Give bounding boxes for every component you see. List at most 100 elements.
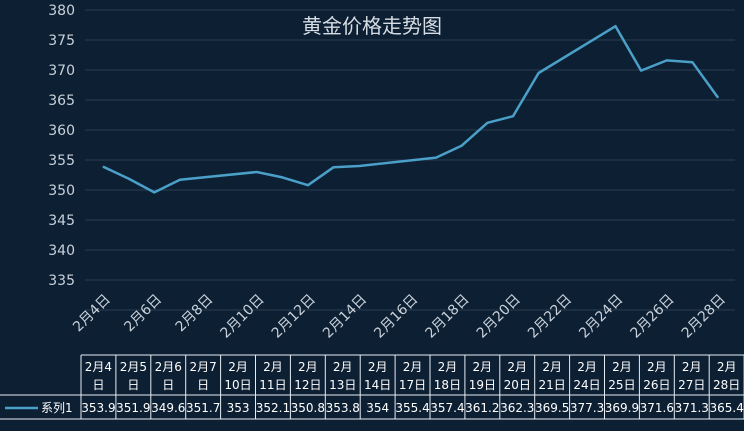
table-header-cell: 日 xyxy=(127,378,139,392)
y-tick-label: 355 xyxy=(48,153,75,169)
table-header-cell: 26日 xyxy=(643,378,670,392)
table-value-cell: 351.7 xyxy=(186,401,220,415)
x-tick-label: 2月20日 xyxy=(474,292,524,342)
table-header-cell: 日 xyxy=(92,378,104,392)
table-header-cell: 2月 xyxy=(473,360,493,374)
y-tick-label: 375 xyxy=(48,33,75,49)
table-header-cell: 2月 xyxy=(403,360,423,374)
data-point xyxy=(256,171,258,173)
table-header-cell: 2月 xyxy=(263,360,283,374)
data-point xyxy=(691,61,693,63)
table-header-cell: 28日 xyxy=(713,378,740,392)
y-tick-label: 350 xyxy=(48,183,75,199)
y-tick-label: 360 xyxy=(48,123,75,139)
data-point xyxy=(281,176,283,178)
table-value-cell: 369.9 xyxy=(605,401,639,415)
y-tick-label: 335 xyxy=(48,273,75,289)
y-tick-label: 345 xyxy=(48,213,75,229)
x-tick-label: 2月6日 xyxy=(121,292,165,336)
table-header-cell: 2月4 xyxy=(85,360,112,374)
table-header-cell: 2月 xyxy=(542,360,562,374)
table-value-cell: 351.9 xyxy=(116,401,150,415)
table-value-cell: 349.6 xyxy=(151,401,185,415)
x-axis-ticks: 2月4日 2月6日 2月8日 2月10日 2月12日 2月14日 2月16日 2月18日 2月2… xyxy=(70,292,729,342)
data-point xyxy=(333,166,335,168)
table-value-cell: 361.2 xyxy=(465,401,499,415)
data-point xyxy=(358,165,360,167)
table-value-cell: 365.4 xyxy=(709,401,743,415)
table-header-cell: 2月5 xyxy=(120,360,147,374)
x-tick-label: 2月14日 xyxy=(320,292,370,342)
table-header-cell: 2月 xyxy=(647,360,667,374)
table-value-cell: 352.1 xyxy=(256,401,290,415)
table-header-cell: 2月 xyxy=(438,360,458,374)
y-tick-label: 370 xyxy=(48,63,75,79)
table-header-cell: 2月7 xyxy=(190,360,217,374)
data-point xyxy=(153,191,155,193)
data-point xyxy=(179,179,181,181)
table-header-cell: 17日 xyxy=(399,378,426,392)
table-value-cell: 355.4 xyxy=(395,401,429,415)
table-value-cell: 369.5 xyxy=(535,401,569,415)
series-line-layer xyxy=(102,24,720,194)
y-tick-label: 340 xyxy=(48,243,75,259)
x-tick-label: 2月16日 xyxy=(371,292,421,342)
y-tick-label: 365 xyxy=(48,93,75,109)
data-point xyxy=(538,72,540,74)
x-tick-label: 2月28日 xyxy=(679,292,729,342)
table-value-cell: 377.3 xyxy=(570,401,604,415)
table-header-cell: 日 xyxy=(162,378,174,392)
table-header-cell: 25日 xyxy=(608,378,635,392)
table-value-cell: 362.3 xyxy=(500,401,534,415)
x-tick-label: 2月24日 xyxy=(576,292,626,342)
table-value-cell: 371.6 xyxy=(640,401,674,415)
table-header-cell: 20日 xyxy=(504,378,531,392)
table-header-cell: 日 xyxy=(197,378,209,392)
data-point xyxy=(717,97,719,99)
table-header-cell: 2月 xyxy=(577,360,597,374)
table-header-cell: 2月 xyxy=(682,360,702,374)
table-value-cell: 354 xyxy=(366,401,389,415)
table-value-cell: 353 xyxy=(227,401,250,415)
table-value-cell: 353.8 xyxy=(326,401,360,415)
table-header-cell: 27日 xyxy=(678,378,705,392)
table-header-cell: 2月 xyxy=(717,360,737,374)
table-value-cell: 353.9 xyxy=(81,401,115,415)
table-header-cell: 2月 xyxy=(298,360,318,374)
x-tick-label: 2月26日 xyxy=(628,292,678,342)
table-header-cell: 14日 xyxy=(364,378,391,392)
table-header-cell: 18日 xyxy=(434,378,461,392)
data-point xyxy=(640,70,642,72)
table-header-cell: 2月 xyxy=(228,360,248,374)
data-point xyxy=(486,122,488,124)
table-header-cell: 12日 xyxy=(294,378,321,392)
table-header-cell: 2月 xyxy=(368,360,388,374)
data-point xyxy=(435,157,437,159)
data-point xyxy=(666,59,668,61)
table-value-cell: 350.8 xyxy=(291,401,325,415)
y-tick-label: 380 xyxy=(48,3,75,19)
table-value-cell: 357.4 xyxy=(430,401,464,415)
legend-label: 系列1 xyxy=(41,401,73,415)
data-point xyxy=(307,184,309,186)
x-tick-label: 2月10日 xyxy=(218,292,268,342)
table-header-cell: 2月 xyxy=(333,360,353,374)
x-tick-label: 2月18日 xyxy=(423,292,473,342)
table-header-cell: 2月6 xyxy=(155,360,182,374)
table-header-cell: 2月 xyxy=(612,360,632,374)
data-point xyxy=(128,178,130,180)
table-header-cell: 13日 xyxy=(329,378,356,392)
table-header-cell: 19日 xyxy=(469,378,496,392)
x-tick-label: 2月22日 xyxy=(525,292,575,342)
data-point xyxy=(615,25,616,27)
x-tick-label: 2月12日 xyxy=(269,292,319,342)
y-axis-ticks: 380 375 370 365 360 355 350 345 340 335 xyxy=(48,3,75,289)
data-point xyxy=(102,166,104,168)
table-header-cell: 24日 xyxy=(573,378,600,392)
table-header-cell: 2月 xyxy=(507,360,527,374)
chart-title: 黄金价格走势图 xyxy=(302,14,442,38)
table-value-cell: 371.3 xyxy=(675,401,709,415)
table-header-cell: 21日 xyxy=(539,378,566,392)
data-table: 2月4 日 2月5 日 2月6 日 2月7 日 2月 10日 2月 11日 2月 12日 2月 13日 2月 14… xyxy=(0,354,744,420)
